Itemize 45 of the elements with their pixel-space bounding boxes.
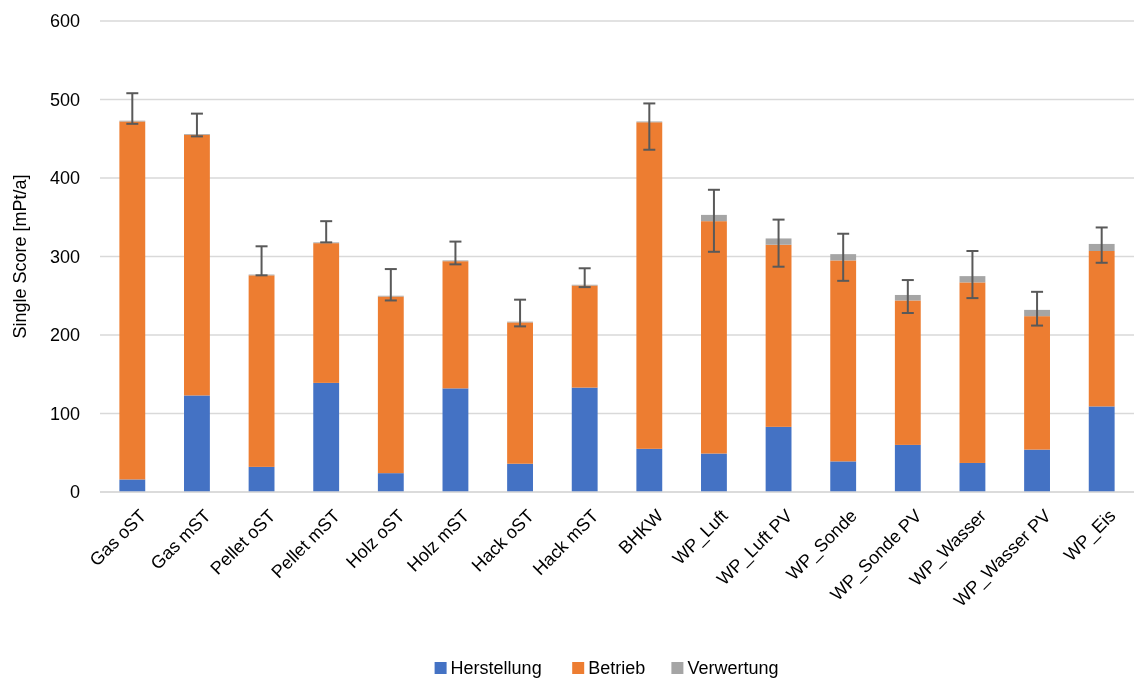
- y-tick-label: 100: [49, 403, 80, 424]
- y-axis-title: Single Score [mPt/a]: [10, 174, 30, 339]
- y-tick-label: 500: [49, 89, 80, 110]
- bar: [1088, 251, 1115, 407]
- y-tick-label: 600: [49, 11, 80, 32]
- bar: [442, 261, 469, 389]
- bar: [184, 395, 210, 492]
- bar: [894, 444, 921, 492]
- legend-label: Verwertung: [687, 658, 779, 678]
- y-tick-label: 200: [49, 325, 80, 346]
- bar: [507, 463, 533, 492]
- y-tick-label: 400: [49, 168, 80, 189]
- y-tick-label: 300: [49, 246, 80, 267]
- bar: [959, 462, 986, 492]
- bar: [119, 479, 146, 492]
- bar: [184, 134, 210, 396]
- bar: [830, 260, 857, 462]
- bar: [571, 387, 598, 492]
- bar: [442, 388, 469, 492]
- bar: [119, 121, 146, 480]
- bar: [636, 448, 663, 492]
- bar: [507, 322, 533, 464]
- bar: [571, 285, 598, 388]
- bar: [1088, 243, 1115, 252]
- bar: [765, 238, 792, 245]
- bar: [830, 461, 857, 492]
- bar: [701, 453, 727, 492]
- legend-label: Herstellung: [450, 658, 542, 678]
- bar: [313, 382, 340, 492]
- bar: [377, 296, 404, 474]
- bar: [959, 282, 986, 463]
- bar: [894, 300, 921, 445]
- bar: [1024, 449, 1050, 492]
- legend-label: Betrieb: [588, 658, 646, 678]
- y-tick-label: 0: [69, 482, 80, 503]
- bar: [313, 243, 340, 383]
- bar: [1024, 316, 1050, 450]
- bar: [248, 466, 275, 492]
- bar: [765, 426, 792, 492]
- bar: [248, 275, 275, 467]
- bar: [1088, 406, 1115, 492]
- bar: [701, 221, 727, 454]
- bar: [636, 122, 663, 449]
- bar: [377, 473, 404, 492]
- bar: [765, 244, 792, 427]
